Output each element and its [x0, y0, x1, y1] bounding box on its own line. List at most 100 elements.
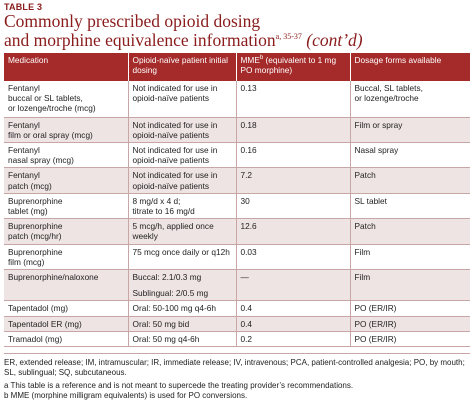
abbreviations-footnote: ER, extended release; IM, intramuscular;… — [4, 358, 465, 377]
cell-text: Film — [354, 246, 371, 257]
table-row: Buprenorphine patch (mcg/hr) 5 mcg/h, appl… — [4, 218, 470, 245]
cell-mme: 0.2 — [235, 331, 350, 347]
table-title: Commonly prescribed opioid dosing and mo… — [4, 12, 470, 50]
cell-initial: Oral: 50 mg bid — [127, 316, 236, 332]
table-body: Fentanyl buccal or SL tablets, or lozenge/… — [4, 81, 470, 347]
cell-mme: 30 — [235, 193, 350, 220]
table-row: Fentanyl nasal spray (mcg) Not indicated f… — [4, 142, 470, 169]
table-row: Buprenorphine tablet (mg) 8 mg/d x 4 d; tit… — [4, 193, 470, 220]
cell-forms: PO (ER/IR) — [349, 300, 470, 317]
cell-forms: Patch — [349, 218, 470, 245]
cell-forms: Film — [349, 244, 470, 270]
cell-forms: Buccal, SL tablets, or lozenge/troche — [349, 81, 470, 118]
table-row: Buprenorphine/naloxone Buccal: 2.1/0.3 mg… — [4, 269, 470, 302]
cell-text: opioid-naïve patients — [132, 129, 210, 140]
header-mme: MMEb (equivalent to 1 mg PO morphine) — [235, 53, 350, 81]
cell-text: Oral: 50-100 mg q4-6h — [132, 303, 216, 314]
cell-text: Buprenorphine — [8, 246, 63, 257]
cell-text: buccal or SL tablets, — [8, 93, 83, 104]
cell-initial: 75 mcg once daily or q12h — [127, 244, 236, 270]
cell-text: — — [240, 271, 249, 282]
cell-text: tablet (mg) — [8, 205, 48, 216]
cell-mme: 0.03 — [235, 244, 350, 270]
cell-text: Fentanyl — [8, 119, 40, 130]
cell-text: Sublingual: 2/0.5 mg — [132, 288, 209, 299]
table-row: Fentanyl buccal or SL tablets, or lozenge/… — [4, 81, 470, 118]
cell-mme: — — [235, 269, 350, 302]
cell-text: Oral: 50 mg q4-6h — [132, 333, 200, 344]
table-row: Buprenorphine film (mcg) 75 mcg once daily… — [4, 244, 470, 270]
cell-text: 75 mcg once daily or q12h — [132, 246, 230, 257]
cell-forms: PO (ER/IR) — [349, 316, 470, 332]
header-dosage-forms: Dosage forms available — [349, 53, 470, 81]
cell-text: titrate to 16 mg/d — [132, 205, 195, 216]
cell-medication: Buprenorphine tablet (mg) — [4, 193, 128, 220]
cell-text: patch (mcg/hr) — [8, 231, 62, 242]
dosing-table: Medication Opioid-naïve patient initial … — [4, 53, 470, 347]
footnote-divider — [4, 353, 470, 354]
cell-text: Tapentadol (mg) — [8, 303, 68, 314]
cell-text: film or oral spray (mcg) — [8, 129, 93, 140]
cell-text: opioid-naïve patients — [132, 180, 210, 191]
cell-text: or lozenge/troche (mcg) — [8, 103, 96, 114]
cell-mme: 12.6 — [235, 218, 350, 245]
table-row: Tapentadol ER (mg) Oral: 50 mg bid 0.4 PO (… — [4, 316, 470, 332]
cell-initial: Oral: 50-100 mg q4-6h — [127, 300, 236, 317]
cell-forms: Film or spray — [349, 117, 470, 143]
cell-medication: Fentanyl film or oral spray (mcg) — [4, 117, 128, 143]
cell-medication: Buprenorphine/naloxone — [4, 269, 128, 302]
cell-text: Film — [354, 271, 371, 282]
cell-initial: Not indicated for use in opioid-naïve pat… — [127, 117, 236, 143]
cell-text: 0.13 — [240, 83, 257, 93]
cell-mme: 0.4 — [235, 300, 350, 317]
footnote-b: b MME (morphine milligram equivalents) i… — [4, 391, 248, 400]
footnote-a: a This table is a reference and is not m… — [4, 381, 354, 390]
cell-text: Nasal spray — [354, 144, 399, 155]
cell-medication: Fentanyl patch (mcg) — [4, 167, 128, 194]
cell-medication: Buprenorphine patch (mcg/hr) — [4, 218, 128, 245]
cell-text: 0.16 — [240, 144, 257, 155]
cell-text: PO (ER/IR) — [354, 303, 397, 314]
table-row: Fentanyl film or oral spray (mcg) Not indi… — [4, 117, 470, 143]
cell-initial: 5 mcg/h, applied once weekly — [127, 218, 236, 245]
cell-text: 7.2 — [240, 170, 253, 181]
cell-text: 0.03 — [240, 246, 257, 257]
table-label: TABLE 3 — [4, 2, 43, 12]
cell-forms: Film — [349, 269, 470, 302]
cell-mme: 0.4 — [235, 316, 350, 332]
cell-text: 8 mg/d x 4 d; — [132, 195, 181, 206]
cell-text: Tramadol (mg) — [8, 333, 63, 344]
cell-medication: Tramadol (mg) — [4, 331, 128, 347]
header-medication: Medication — [4, 53, 128, 81]
title-suffix: (cont’d) — [306, 30, 363, 50]
cell-text: film (mcg) — [8, 256, 45, 267]
cell-initial: Not indicated for use in opioid-naïve pat… — [127, 142, 236, 169]
cell-text: Film or spray — [354, 119, 403, 130]
cell-mme: 0.18 — [235, 117, 350, 143]
cell-text: weekly — [132, 231, 158, 242]
cell-mme: 0.13 — [235, 81, 350, 118]
title-line-2: and morphine equivalence information — [4, 30, 276, 50]
cell-initial: 8 mg/d x 4 d; titrate to 16 mg/d — [127, 193, 236, 220]
table-header-row: Medication Opioid-naïve patient initial … — [4, 53, 470, 81]
cell-text: Not indicated for use in — [132, 170, 218, 181]
cell-text: Buprenorphine/naloxone — [8, 271, 99, 282]
cell-text: nasal spray (mcg) — [8, 155, 74, 166]
cell-text: 5 mcg/h, applied once — [132, 221, 214, 232]
cell-text: 0.2 — [240, 333, 253, 344]
cell-text: Patch — [354, 221, 376, 232]
cell-text: Tapentadol ER (mg) — [8, 318, 82, 329]
cell-text: Buprenorphine — [8, 195, 63, 206]
cell-text: Not indicated for use in — [132, 144, 218, 155]
cell-medication: Buprenorphine film (mcg) — [4, 244, 128, 270]
cell-text: SL tablet — [354, 195, 387, 206]
cell-initial: Buccal: 2.1/0.3 mg Sublingual: 2/0.5 mg — [127, 269, 236, 302]
cell-text: Fentanyl — [8, 83, 40, 93]
cell-medication: Tapentadol (mg) — [4, 300, 128, 317]
cell-text: Fentanyl — [8, 170, 40, 181]
cell-medication: Fentanyl nasal spray (mcg) — [4, 142, 128, 169]
cell-forms: SL tablet — [349, 193, 470, 220]
table-row: Fentanyl patch (mcg) Not indicated for use… — [4, 167, 470, 194]
cell-initial: Not indicated for use in opioid-naïve pat… — [127, 167, 236, 194]
